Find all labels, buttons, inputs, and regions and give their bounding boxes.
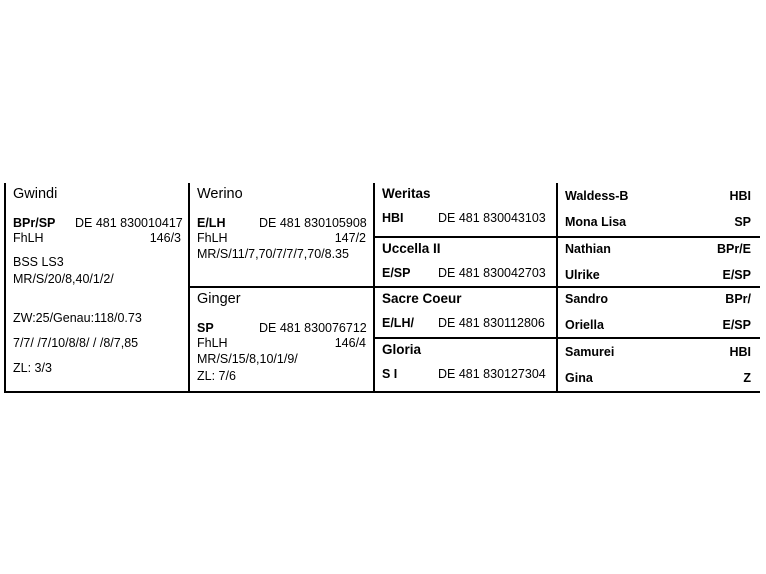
horse-name: Mona Lisa bbox=[565, 215, 627, 229]
registration-number: DE 481 830042703 bbox=[438, 266, 546, 280]
breed-code: E/LH/ bbox=[382, 316, 414, 330]
breed-line-row: FhLH 146/4 bbox=[197, 336, 373, 351]
horse-name: Gina bbox=[565, 370, 593, 385]
pedigree-cell-sacre-coeur: Sacre Coeur E/LH/ DE 481 830112806 bbox=[375, 286, 556, 337]
horse-name: Samurei bbox=[565, 344, 615, 359]
extra-info-line: MR/S/20/8,40/1/2/ bbox=[13, 272, 114, 286]
registration-number: DE 481 830105908 bbox=[259, 216, 367, 230]
pedigree-entry: Mona Lisa SP bbox=[558, 215, 760, 230]
registration-line: E/SP DE 481 830042703 bbox=[382, 266, 556, 281]
spacer bbox=[197, 204, 373, 216]
horse-name: Waldess-B bbox=[565, 189, 629, 203]
extra-info-line: MR/S/15/8,10/1/9/ bbox=[197, 352, 298, 366]
registration-number: DE 481 830043103 bbox=[438, 211, 546, 225]
breed-code: E/SP bbox=[722, 267, 752, 282]
breed-line: FhLH bbox=[197, 231, 228, 245]
pedigree-entry: Oriella E/SP bbox=[558, 318, 760, 333]
scores-line: 7/7/ /7/10/8/8/ / /8/7,85 bbox=[13, 336, 139, 350]
pedigree-cell-gwindi: Gwindi BPr/SP DE 481 830010417 FhLH 146/… bbox=[6, 183, 188, 391]
breed-line-row: FhLH 146/3 bbox=[13, 231, 188, 246]
registration-number: DE 481 830076712 bbox=[259, 321, 367, 335]
spacer bbox=[13, 352, 188, 360]
zl-line: ZL: 7/6 bbox=[197, 369, 236, 383]
registration-line: SP DE 481 830076712 bbox=[197, 321, 373, 336]
horse-name: Oriella bbox=[565, 318, 604, 332]
pedigree-generation-2-column: Werino E/LH DE 481 830105908 FhLH 147/2 … bbox=[188, 183, 373, 391]
pedigree-generation-3-column: Weritas HBI DE 481 830043103 Uccella II … bbox=[373, 183, 556, 391]
pedigree-group-weritas-parents: Waldess-B HBI Mona Lisa SP bbox=[558, 183, 760, 236]
horse-name: Gwindi bbox=[13, 186, 58, 202]
extra-info-line: MR/S/11/7,70/7/7/7,70/8.35 bbox=[197, 247, 349, 261]
pedigree-cell-uccella-ii: Uccella II E/SP DE 481 830042703 bbox=[375, 236, 556, 286]
pedigree-cell-weritas: Weritas HBI DE 481 830043103 bbox=[375, 183, 556, 236]
breed-code: SP bbox=[197, 321, 214, 335]
breed-code: BPr/SP bbox=[13, 216, 56, 230]
horse-name: Uccella II bbox=[382, 241, 441, 256]
breed-code: HBI bbox=[382, 211, 404, 225]
pedigree-cell-gloria: Gloria S I DE 481 830127304 bbox=[375, 337, 556, 391]
breed-code: S I bbox=[382, 367, 398, 381]
spacer bbox=[13, 288, 188, 310]
pedigree-generation-1-column: Gwindi BPr/SP DE 481 830010417 FhLH 146/… bbox=[4, 183, 188, 391]
horse-name: Sandro bbox=[565, 292, 609, 306]
breed-code: E/LH bbox=[197, 216, 226, 230]
pedigree-generation-4-column: Waldess-B HBI Mona Lisa SP Nathian BPr/E… bbox=[556, 183, 760, 391]
pedigree-group-uccella-parents: Nathian BPr/E Ulrike E/SP bbox=[558, 236, 760, 286]
spacer bbox=[382, 258, 556, 266]
spacer bbox=[382, 308, 556, 316]
pedigree-entry: Sandro BPr/ bbox=[558, 292, 760, 307]
breed-code: E/SP bbox=[722, 318, 752, 332]
breed-code: BPr/E bbox=[716, 241, 751, 256]
horse-name: Ginger bbox=[197, 291, 241, 307]
zl-line: ZL: 3/3 bbox=[13, 361, 52, 375]
registration-line: E/LH/ DE 481 830112806 bbox=[382, 316, 556, 331]
pedigree-table: Gwindi BPr/SP DE 481 830010417 FhLH 146/… bbox=[4, 183, 760, 393]
breed-line: FhLH bbox=[197, 336, 228, 350]
registration-line: BPr/SP DE 481 830010417 bbox=[13, 216, 188, 231]
registration-number: DE 481 830010417 bbox=[75, 216, 183, 230]
horse-name: Weritas bbox=[382, 186, 431, 201]
breed-code: BPr/ bbox=[725, 292, 751, 306]
pedigree-cell-werino: Werino E/LH DE 481 830105908 FhLH 147/2 … bbox=[190, 183, 373, 286]
pedigree-entry: Gina Z bbox=[558, 371, 760, 386]
horse-name: Werino bbox=[197, 186, 243, 202]
registration-line: S I DE 481 830127304 bbox=[382, 367, 556, 382]
pedigree-group-sacre-coeur-parents: Sandro BPr/ Oriella E/SP bbox=[558, 286, 760, 337]
breed-code: Z bbox=[743, 370, 751, 385]
breed-code: SP bbox=[734, 215, 751, 229]
breed-code: E/SP bbox=[382, 266, 411, 280]
breed-value: 146/4 bbox=[334, 336, 366, 350]
pedigree-entry: Ulrike E/SP bbox=[558, 268, 760, 283]
registration-number: DE 481 830127304 bbox=[438, 367, 546, 381]
breed-code: HBI bbox=[729, 344, 751, 359]
pedigree-entry: Nathian BPr/E bbox=[558, 242, 760, 257]
horse-name: Nathian bbox=[565, 241, 611, 256]
breed-value: 147/2 bbox=[334, 231, 366, 245]
breed-value: 146/3 bbox=[149, 231, 181, 245]
registration-line: E/LH DE 481 830105908 bbox=[197, 216, 373, 231]
spacer bbox=[13, 204, 188, 216]
pedigree-entry: Samurei HBI bbox=[558, 345, 760, 360]
spacer bbox=[197, 309, 373, 321]
spacer bbox=[382, 359, 556, 367]
spacer bbox=[13, 327, 188, 335]
spacer bbox=[382, 203, 556, 211]
spacer bbox=[13, 246, 188, 254]
horse-name: Ulrike bbox=[565, 267, 600, 282]
pedigree-entry: Waldess-B HBI bbox=[558, 189, 760, 204]
horse-name: Sacre Coeur bbox=[382, 291, 462, 306]
breeding-value-line: ZW:25/Genau:118/0.73 bbox=[13, 311, 142, 325]
horse-name: Gloria bbox=[382, 342, 422, 357]
breed-line: FhLH bbox=[13, 231, 44, 245]
pedigree-cell-ginger: Ginger SP DE 481 830076712 FhLH 146/4 MR… bbox=[190, 286, 373, 389]
registration-number: DE 481 830112806 bbox=[438, 316, 545, 330]
pedigree-group-gloria-parents: Samurei HBI Gina Z bbox=[558, 337, 760, 391]
breed-line-row: FhLH 147/2 bbox=[197, 231, 373, 246]
breed-code: HBI bbox=[729, 189, 751, 203]
registration-line: HBI DE 481 830043103 bbox=[382, 211, 556, 226]
extra-info-line: BSS LS3 bbox=[13, 255, 64, 269]
